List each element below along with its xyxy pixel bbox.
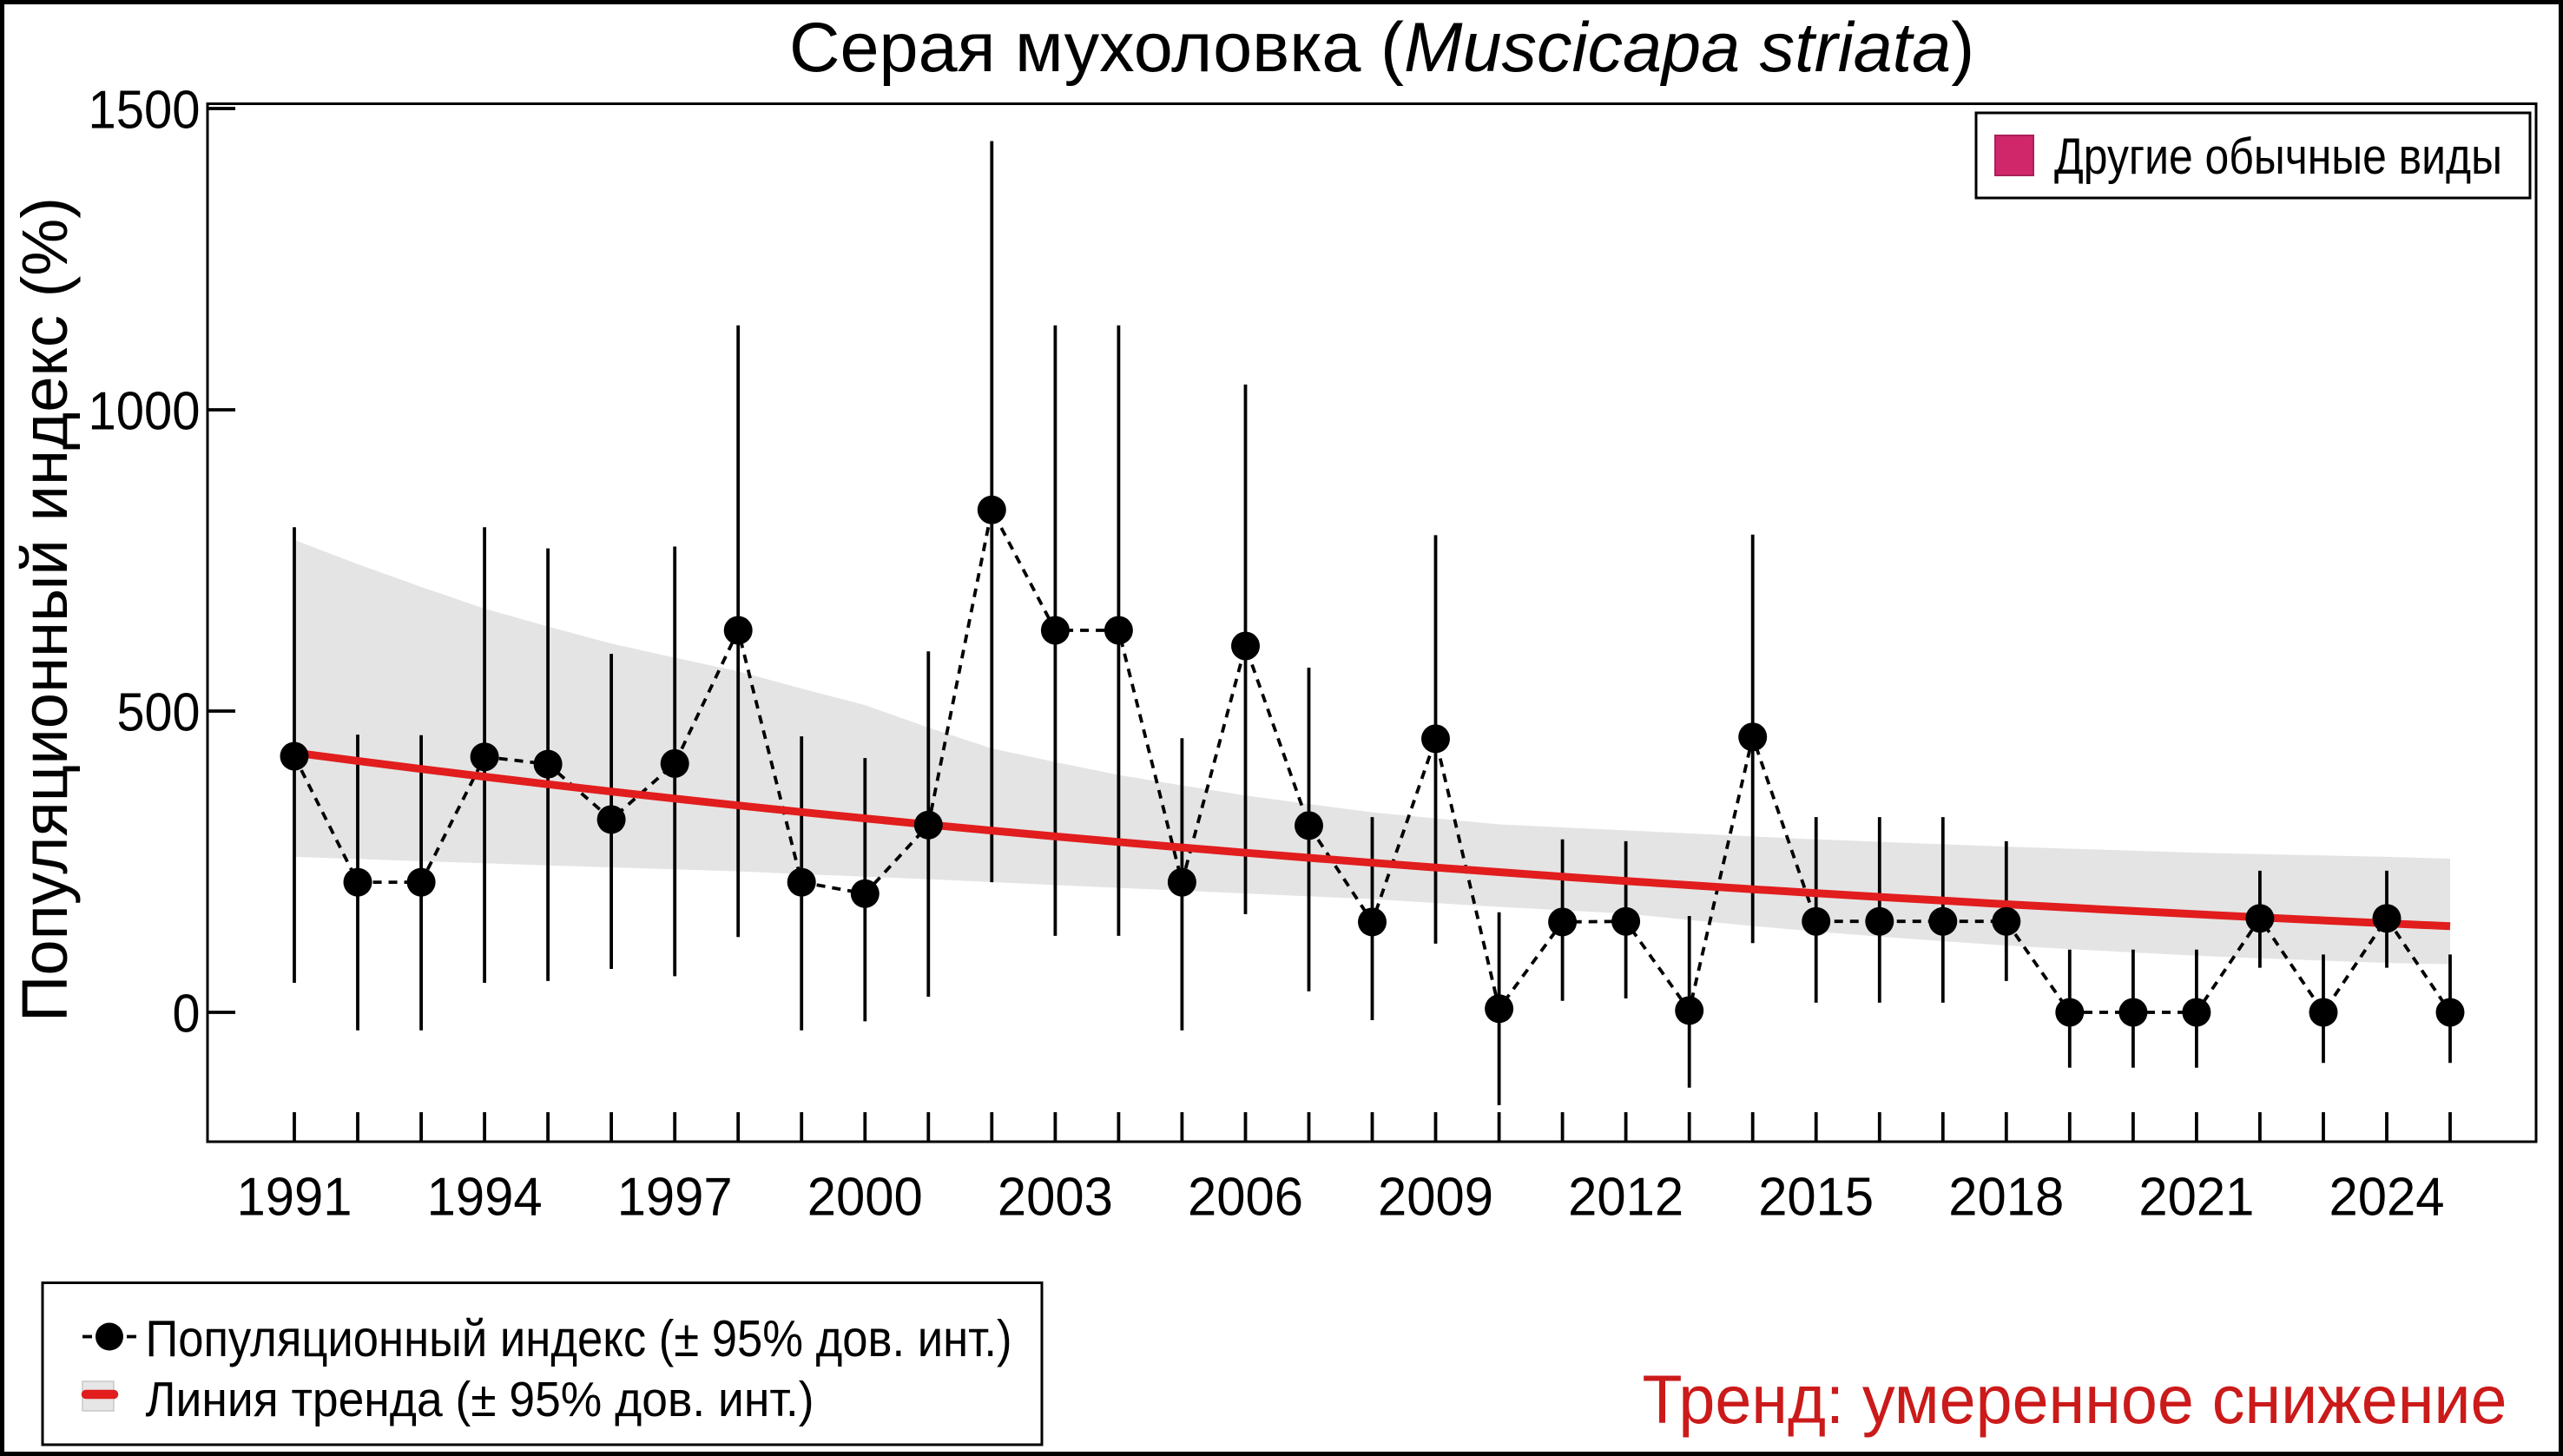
svg-text:2009: 2009 (1378, 1167, 1493, 1228)
svg-text:1991: 1991 (237, 1167, 352, 1228)
svg-text:Серая мухоловка (Muscicapa str: Серая мухоловка (Muscicapa striata) (789, 9, 1974, 87)
svg-text:1500: 1500 (89, 80, 201, 141)
svg-text:500: 500 (117, 682, 201, 743)
svg-text:2015: 2015 (1758, 1167, 1874, 1228)
svg-text:1000: 1000 (89, 381, 201, 442)
svg-text:1994: 1994 (427, 1167, 543, 1228)
svg-text:2000: 2000 (807, 1167, 923, 1228)
svg-text:2006: 2006 (1188, 1167, 1303, 1228)
svg-text:Тренд: умеренное снижение: Тренд: умеренное снижение (1643, 1360, 2507, 1438)
svg-text:2018: 2018 (1948, 1167, 2064, 1228)
svg-text:2021: 2021 (2138, 1167, 2254, 1228)
svg-text:2003: 2003 (998, 1167, 1113, 1228)
svg-text:2024: 2024 (2329, 1167, 2445, 1228)
svg-text:0: 0 (173, 984, 201, 1044)
svg-text:Линия тренда (± 95% дов. инт.): Линия тренда (± 95% дов. инт.) (146, 1372, 814, 1427)
svg-text:Другие обычные виды: Другие обычные виды (2054, 128, 2502, 185)
svg-text:1997: 1997 (617, 1167, 733, 1228)
svg-text:2012: 2012 (1568, 1167, 1683, 1228)
svg-text:Популяционный индекс (%): Популяционный индекс (%) (9, 197, 81, 1022)
svg-text:Популяционный индекс (± 95% до: Популяционный индекс (± 95% дов. инт.) (146, 1310, 1012, 1367)
